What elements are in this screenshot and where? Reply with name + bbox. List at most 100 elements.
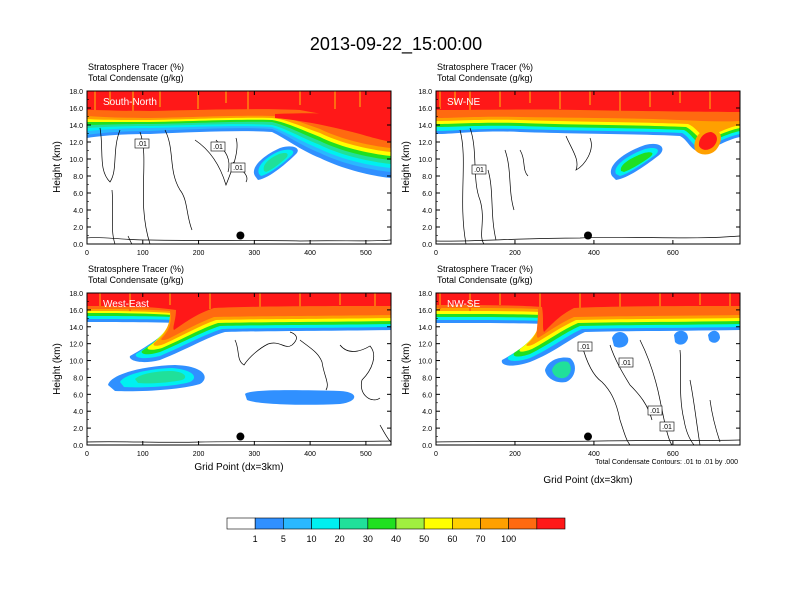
x-tick-label: 200 (193, 250, 205, 257)
x-tick-label: 200 (509, 250, 521, 257)
y-tick-label: 14.0 (69, 123, 83, 130)
colorbar-label: 40 (391, 534, 401, 544)
y-axis-label: Height (km) (52, 141, 63, 193)
x-tick-label: 300 (248, 250, 260, 257)
panel-west-east: Stratosphere Tracer (%) Total Condensate… (52, 264, 392, 473)
colorbar-label: 60 (447, 534, 457, 544)
contour-label: .01 (621, 360, 631, 367)
colorbar-swatch (452, 517, 481, 530)
tracer-field: .01 (436, 91, 740, 244)
y-tick-label: 10.0 (69, 157, 83, 164)
colorbar-label: 5 (281, 534, 286, 544)
y-tick-label: 12.0 (69, 342, 83, 349)
figure-title: 2013-09-22_15:00:00 (310, 34, 482, 55)
tracer-field (87, 293, 391, 443)
y-tick-label: 4.0 (422, 409, 432, 416)
panel-title-tracer: Stratosphere Tracer (%) (88, 62, 184, 72)
x-tick-label: 500 (360, 451, 372, 458)
panel-title-condensate: Total Condensate (g/kg) (437, 275, 533, 285)
y-tick-label: 2.0 (422, 225, 432, 232)
x-tick-label: 100 (137, 250, 149, 257)
panel-sw-ne: Stratosphere Tracer (%) Total Condensate… (401, 62, 741, 257)
y-tick-label: 0.0 (422, 242, 432, 249)
y-tick-label: 16.0 (69, 308, 83, 315)
panel-title-tracer: Stratosphere Tracer (%) (437, 62, 533, 72)
x-tick-label: 200 (193, 451, 205, 458)
y-tick-label: 6.0 (422, 392, 432, 399)
panel-label: South-North (103, 97, 157, 108)
y-tick-label: 4.0 (422, 208, 432, 215)
y-tick-label: 14.0 (418, 123, 432, 130)
y-tick-label: 8.0 (73, 375, 83, 382)
colorbar-label: 30 (363, 534, 373, 544)
y-tick-label: 10.0 (418, 359, 432, 366)
colorbar-label: 10 (306, 534, 316, 544)
y-tick-label: 16.0 (69, 106, 83, 113)
y-tick-label: 8.0 (73, 174, 83, 181)
y-tick-label: 8.0 (422, 375, 432, 382)
panel-title-condensate: Total Condensate (g/kg) (437, 73, 533, 83)
panel-title-tracer: Stratosphere Tracer (%) (88, 264, 184, 274)
colorbar-swatch (339, 517, 369, 530)
panel-south-north: Stratosphere Tracer (%) Total Condensate… (52, 62, 392, 257)
location-marker (584, 231, 592, 240)
x-tick-label: 600 (667, 250, 679, 257)
y-tick-label: 6.0 (73, 191, 83, 198)
colorbar-label: 20 (335, 534, 345, 544)
panel-nw-se: Stratosphere Tracer (%) Total Condensate… (401, 264, 741, 486)
panel-label: West-East (103, 299, 149, 310)
contour-label: .01 (474, 167, 484, 174)
y-tick-label: 2.0 (422, 426, 432, 433)
panel-title-tracer: Stratosphere Tracer (%) (437, 264, 533, 274)
x-tick-label: 400 (304, 250, 316, 257)
x-tick-label: 400 (304, 451, 316, 458)
x-tick-label: 100 (137, 451, 149, 458)
y-tick-label: 18.0 (418, 291, 432, 298)
x-tick-label: 500 (360, 250, 372, 257)
y-tick-label: 14.0 (418, 325, 432, 332)
panel-label: SW-NE (447, 97, 480, 108)
y-tick-label: 12.0 (418, 140, 432, 147)
y-tick-label: 10.0 (69, 359, 83, 366)
y-tick-label: 18.0 (69, 89, 83, 96)
tracer-field: .01 .01 .01 (87, 91, 391, 244)
colorbar: 1 5 10 20 30 40 50 60 70 100 (226, 517, 566, 544)
y-tick-label: 14.0 (69, 325, 83, 332)
contour-note: Total Condensate Contours: .01 to .01 by… (595, 459, 738, 466)
y-tick-label: 6.0 (73, 392, 83, 399)
panel-title-condensate: Total Condensate (g/kg) (88, 73, 184, 83)
y-tick-label: 2.0 (73, 426, 83, 433)
y-tick-label: 12.0 (418, 342, 432, 349)
x-axis-label: Grid Point (dx=3km) (543, 475, 632, 486)
x-tick-label: 400 (588, 451, 600, 458)
tracer-field: .01 .01 .01 .01 (436, 293, 740, 445)
colorbar-label: 1 (253, 534, 258, 544)
y-tick-label: 0.0 (73, 443, 83, 450)
colorbar-swatch (480, 517, 509, 530)
x-axis-label: Grid Point (dx=3km) (194, 462, 283, 473)
contour-label: .01 (213, 144, 223, 151)
colorbar-swatch (283, 517, 312, 530)
y-axis-label: Height (km) (401, 343, 412, 395)
colorbar-label: 70 (475, 534, 485, 544)
y-tick-label: 12.0 (69, 140, 83, 147)
y-axis-label: Height (km) (52, 343, 63, 395)
x-tick-label: 0 (434, 250, 438, 257)
colorbar-label: 100 (501, 534, 516, 544)
x-tick-label: 0 (434, 451, 438, 458)
contour-label: .01 (650, 408, 660, 415)
colorbar-swatch (311, 517, 340, 530)
colorbar-swatch (423, 517, 453, 530)
x-tick-label: 0 (85, 250, 89, 257)
y-tick-label: 0.0 (422, 443, 432, 450)
y-tick-label: 16.0 (418, 106, 432, 113)
colorbar-swatch (536, 517, 566, 530)
y-tick-label: 8.0 (422, 174, 432, 181)
y-tick-label: 18.0 (69, 291, 83, 298)
colorbar-swatch (254, 517, 284, 530)
x-tick-label: 600 (667, 451, 679, 458)
y-tick-label: 10.0 (418, 157, 432, 164)
contour-label: .01 (580, 344, 590, 351)
y-tick-label: 16.0 (418, 308, 432, 315)
